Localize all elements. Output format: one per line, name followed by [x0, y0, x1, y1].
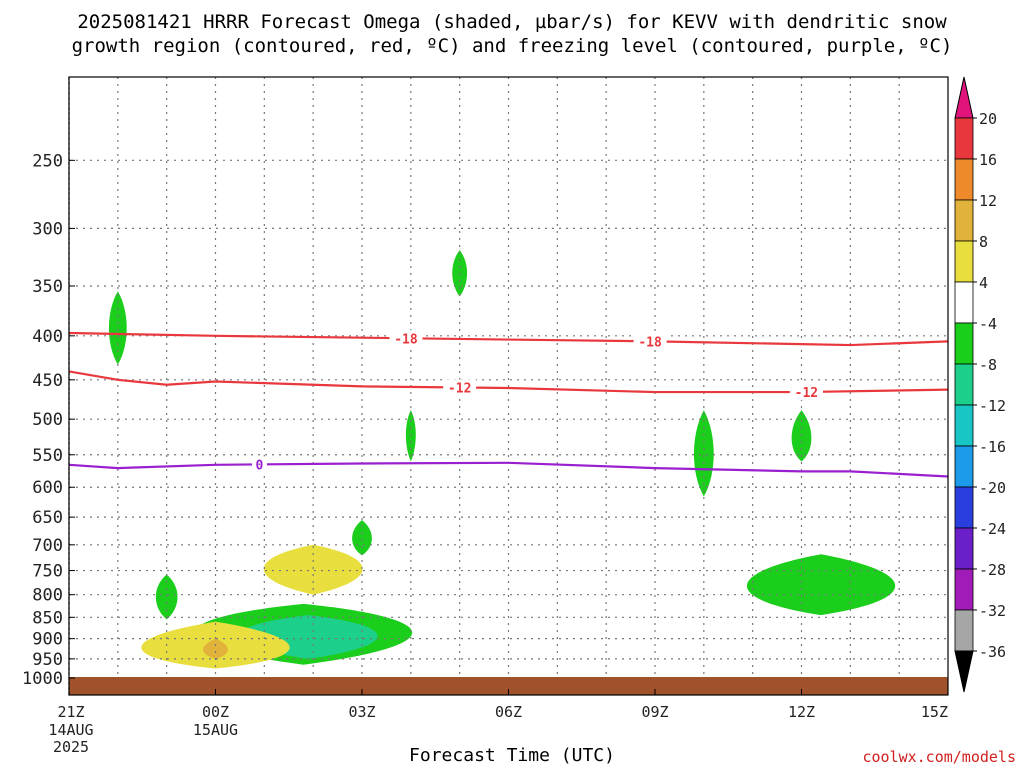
contour-label-bg: [789, 383, 823, 400]
colorbar-bin--36: [954, 609, 974, 652]
y-tick-label-400: 400: [32, 327, 63, 347]
site-credit: coolwx.com/models: [862, 748, 1016, 766]
colorbar-bin-12: [954, 158, 974, 201]
ground-layer: [69, 677, 948, 695]
y-tick-label-550: 550: [32, 446, 63, 466]
y-tick-label-350: 350: [32, 277, 63, 297]
omega-region-12: [203, 638, 228, 659]
y-tick-label-800: 800: [32, 586, 63, 606]
contour-line--12: [68, 370, 949, 394]
colorbar-label--24: -24: [979, 520, 1006, 538]
contour-label--12: -12: [448, 381, 471, 396]
colorbar-label--4: -4: [979, 315, 997, 333]
colorbar-label-20: 20: [979, 110, 997, 128]
x-tick-label-21Z: 21Z: [57, 703, 84, 721]
colorbar-label-12: 12: [979, 192, 997, 210]
contour-label--18: -18: [394, 332, 418, 347]
contour-label-bg: [443, 379, 477, 396]
colorbar-top-arrow: [954, 76, 974, 119]
colorbar-label--28: -28: [979, 561, 1006, 579]
contour-line--18: [68, 331, 949, 347]
y-tick-label-500: 500: [32, 410, 63, 430]
colorbar-bin-8: [954, 199, 974, 242]
axes-layer: 2503003504004505005506006507007508008509…: [22, 76, 949, 756]
x-tick-label-06Z: 06Z: [495, 703, 522, 721]
x-tick-label-09Z: 09Z: [641, 703, 668, 721]
y-tick-label-600: 600: [32, 478, 63, 498]
colorbar-label-16: 16: [979, 151, 997, 169]
colorbar: 20 16 12 8 4 -4 -8 -12 -16 -20 -24 -28 -32 -36: [954, 76, 1006, 693]
omega-shading-layer: [108, 250, 896, 669]
x-axis-label: Forecast Time (UTC): [409, 745, 615, 766]
y-tick-label-250: 250: [32, 151, 63, 171]
y-tick-label-900: 900: [32, 630, 63, 650]
colorbar-bin-4: [954, 240, 974, 283]
y-tick-label-1000: 1000: [22, 669, 63, 689]
x-tick-label-12Z: 12Z: [788, 703, 815, 721]
contour-label-bg: [389, 330, 423, 347]
colorbar-bottom-arrow: [954, 650, 974, 693]
colorbar-bin--16: [954, 404, 974, 447]
omega-region-5: [352, 519, 372, 556]
y-tick-label-750: 750: [32, 562, 63, 582]
x-tick-sublabel: 2025: [53, 738, 89, 756]
colorbar-label--32: -32: [979, 602, 1006, 620]
colorbar-label-8: 8: [979, 233, 988, 251]
colorbar-label-4: 4: [979, 274, 988, 292]
x-tick-sublabel: 15AUG: [193, 721, 238, 739]
omega-region-10: [263, 544, 363, 595]
omega-region-0: [108, 291, 127, 365]
chart-title-line-2: growth region (contoured, red, ºC) and f…: [71, 35, 953, 57]
colorbar-bin--24: [954, 486, 974, 529]
y-tick-label-700: 700: [32, 536, 63, 556]
contour-label--18: -18: [638, 335, 662, 350]
x-tick-label-15Z: 15Z: [921, 703, 948, 721]
x-tick-label-00Z: 00Z: [202, 703, 229, 721]
colorbar-label--8: -8: [979, 356, 997, 374]
y-tick-label-450: 450: [32, 371, 63, 391]
grid-layer: [69, 77, 948, 677]
contour-label--12: -12: [795, 386, 818, 401]
contour-line-0: [68, 461, 949, 478]
chart-title-line-1: 2025081421 HRRR Forecast Omega (shaded, …: [77, 11, 947, 33]
colorbar-label--20: -20: [979, 479, 1006, 497]
contour-layer: -18 -18 -12 -12 0: [68, 330, 949, 478]
colorbar-label--16: -16: [979, 438, 1006, 456]
y-tick-label-300: 300: [32, 219, 63, 239]
colorbar-bin--8: [954, 322, 974, 365]
x-tick-sublabel: 14AUG: [48, 721, 93, 739]
contour-label-bg: [251, 456, 267, 473]
x-tick-label-03Z: 03Z: [348, 703, 375, 721]
y-tick-label-850: 850: [32, 608, 63, 628]
omega-region-6: [155, 574, 178, 620]
omega-region-3: [693, 410, 714, 497]
colorbar-bin--32: [954, 568, 974, 611]
colorbar-label--36: -36: [979, 643, 1006, 661]
colorbar-label--12: -12: [979, 397, 1006, 415]
colorbar-bin--28: [954, 527, 974, 570]
colorbar-bin-16: [954, 117, 974, 160]
ground-band: [69, 677, 948, 695]
colorbar-bin--4: [954, 281, 974, 324]
colorbar-bin--12: [954, 363, 974, 406]
y-tick-label-950: 950: [32, 650, 63, 670]
y-tick-label-650: 650: [32, 508, 63, 528]
colorbar-bin--20: [954, 445, 974, 488]
contour-label-bg: [633, 333, 667, 350]
omega-region-7: [746, 554, 896, 616]
contour-label-0: 0: [256, 458, 264, 473]
